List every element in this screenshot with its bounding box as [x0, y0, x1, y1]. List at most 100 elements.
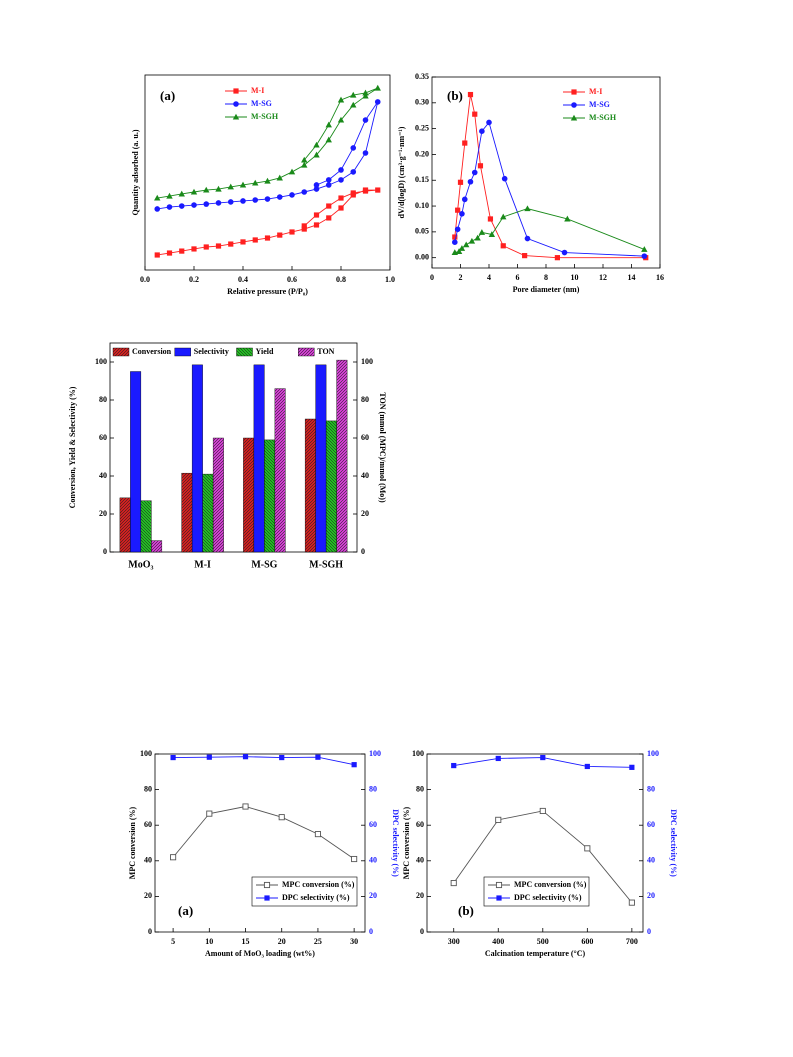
- marker: [479, 128, 485, 135]
- marker: [289, 229, 295, 235]
- y-tick-label: 100: [95, 357, 107, 366]
- marker: [301, 156, 308, 163]
- bar: [304, 418, 316, 553]
- x-tick-label: 2: [459, 273, 463, 282]
- legend-swatch: [174, 347, 191, 357]
- legend-marker: [263, 881, 271, 889]
- legend-marker: [570, 114, 578, 121]
- y-tick-label: 0: [148, 927, 152, 936]
- bar: [151, 540, 163, 553]
- x-axis-label: Pore diameter (nm): [513, 285, 580, 294]
- marker: [178, 190, 185, 197]
- marker: [242, 803, 249, 810]
- marker: [170, 754, 176, 761]
- y-tick-label: 0: [103, 547, 107, 556]
- marker: [314, 831, 321, 838]
- marker: [325, 177, 332, 183]
- marker: [289, 192, 295, 198]
- legend-label: Yield: [256, 347, 274, 356]
- y-tick-label: 60: [144, 820, 152, 829]
- x-tick-label: 0.8: [336, 275, 346, 284]
- x-tick-label: 0.6: [287, 275, 297, 284]
- y-tick-label: 0.10: [415, 201, 429, 210]
- marker: [279, 754, 285, 761]
- marker: [374, 84, 381, 91]
- marker: [338, 205, 344, 211]
- panel-label: (a): [160, 88, 175, 103]
- marker: [488, 231, 496, 237]
- marker: [228, 241, 234, 247]
- y-tick-label: 80: [99, 395, 107, 404]
- x-tick-label: 0: [430, 273, 434, 282]
- marker: [190, 188, 198, 195]
- legend-marker: [571, 89, 577, 95]
- marker: [277, 232, 283, 238]
- legend-marker: [233, 101, 239, 107]
- y-tick-label: 0.15: [415, 175, 429, 184]
- marker: [501, 175, 508, 182]
- marker: [338, 177, 344, 183]
- series-line: [454, 94, 646, 259]
- marker: [301, 226, 307, 232]
- marker: [458, 245, 466, 251]
- y2-tick-label: 0: [369, 927, 373, 936]
- legend-marker: [496, 895, 502, 901]
- marker: [486, 119, 492, 126]
- marker: [239, 181, 247, 188]
- marker: [313, 182, 320, 188]
- x-tick-label: 10: [205, 937, 213, 946]
- marker: [313, 186, 320, 192]
- marker: [474, 234, 481, 241]
- marker: [179, 248, 185, 254]
- marker: [166, 204, 173, 210]
- y-tick-label: 0.20: [415, 149, 429, 158]
- series-line: [454, 208, 645, 253]
- marker: [477, 163, 484, 169]
- y2-tick-label: 80: [369, 784, 377, 793]
- legend-swatch: [112, 347, 130, 357]
- bar: [336, 359, 348, 553]
- marker: [539, 807, 546, 815]
- x-tick-label: 6: [516, 273, 520, 282]
- marker: [451, 762, 457, 769]
- marker: [554, 255, 560, 261]
- x-tick-label: 10: [571, 273, 579, 282]
- marker: [252, 237, 258, 243]
- marker: [154, 206, 161, 212]
- legend-marker: [232, 113, 240, 120]
- plot-frame: [431, 76, 661, 269]
- marker: [203, 244, 209, 250]
- marker: [362, 89, 369, 96]
- marker: [524, 205, 531, 212]
- legend-label: DPC selectivity (%): [282, 893, 350, 902]
- marker: [375, 187, 381, 193]
- x-tick-label: 0.4: [238, 275, 248, 284]
- y-tick-label: 40: [99, 471, 107, 480]
- marker: [301, 161, 308, 168]
- marker: [166, 192, 173, 199]
- marker: [264, 196, 271, 202]
- marker: [487, 216, 494, 222]
- panel-label: (a): [178, 903, 193, 918]
- y-tick-label: 20: [144, 891, 152, 900]
- marker: [351, 762, 357, 768]
- marker: [450, 880, 457, 887]
- marker: [325, 136, 332, 143]
- y-tick-label: 80: [416, 784, 424, 793]
- x-axis-label: Relative pressure (P/P₀): [227, 287, 308, 296]
- x-tick-label: 15: [242, 937, 250, 946]
- y-tick-label: 40: [144, 856, 152, 865]
- marker: [154, 252, 160, 258]
- legend-frame: [251, 876, 358, 907]
- marker: [472, 111, 478, 117]
- marker: [313, 151, 320, 158]
- marker: [326, 203, 332, 209]
- legend-label: M-SGH: [589, 113, 617, 122]
- bar: [325, 420, 337, 553]
- x-tick-label: 400: [492, 937, 504, 946]
- y-tick-label: 0.35: [415, 72, 429, 81]
- marker: [252, 197, 259, 203]
- x-tick-label: 25: [314, 937, 322, 946]
- legend-label: MPC conversion (%): [514, 880, 587, 889]
- marker: [471, 169, 478, 176]
